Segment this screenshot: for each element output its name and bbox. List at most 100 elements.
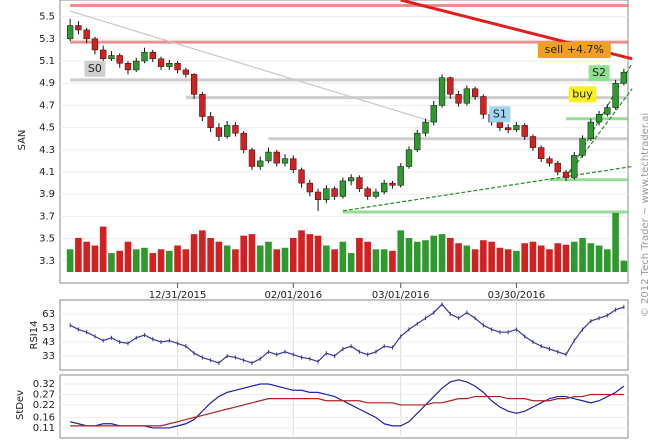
stdev-label: StDev bbox=[15, 390, 26, 420]
candle-body bbox=[612, 82, 619, 108]
candle-body bbox=[91, 38, 99, 51]
volume-bar bbox=[364, 241, 371, 272]
candle-body bbox=[199, 94, 206, 117]
volume-bar bbox=[380, 249, 388, 272]
candle-body bbox=[480, 96, 487, 115]
candle-body bbox=[66, 25, 74, 40]
rsi-frame bbox=[59, 299, 629, 371]
candle-body bbox=[133, 60, 140, 71]
annotation-box bbox=[588, 65, 610, 82]
candle-body bbox=[124, 63, 132, 71]
y-tick-label: 3.7 bbox=[39, 211, 55, 222]
candle-body bbox=[438, 77, 446, 106]
volume-bar bbox=[298, 230, 305, 272]
volume-bar bbox=[562, 244, 570, 272]
volume-bar bbox=[75, 237, 82, 272]
candle-body bbox=[521, 125, 528, 137]
y-tick-label: 53 bbox=[42, 323, 55, 334]
y-tick-label: 63 bbox=[42, 309, 55, 320]
candle-body bbox=[405, 149, 413, 167]
candle-body bbox=[546, 158, 553, 164]
candle-body bbox=[562, 171, 570, 178]
candle-body bbox=[108, 55, 115, 60]
volume-bar bbox=[463, 245, 471, 272]
candle-body bbox=[604, 107, 611, 115]
annotation-label: sell +4.7% bbox=[545, 43, 604, 56]
candle-body bbox=[372, 191, 380, 197]
candle-body bbox=[240, 132, 247, 151]
candle-body bbox=[447, 77, 454, 95]
annotation-box bbox=[489, 106, 511, 123]
y-tick-label: 0.16 bbox=[33, 412, 55, 423]
candle-body bbox=[281, 158, 289, 164]
volume-bar bbox=[273, 249, 281, 272]
rsi-label: RSI14 bbox=[29, 321, 40, 350]
candle-body bbox=[554, 162, 561, 173]
volume-bar bbox=[190, 234, 198, 272]
volume-bar bbox=[83, 241, 90, 272]
candle-body bbox=[182, 69, 189, 75]
volume-bar bbox=[347, 253, 355, 272]
candle-body bbox=[224, 125, 231, 137]
y-tick-label: 0.32 bbox=[33, 379, 55, 390]
stdev-line bbox=[70, 393, 624, 427]
volume-bar bbox=[570, 241, 578, 272]
volume-bar bbox=[356, 237, 363, 272]
y-tick-label: 0.27 bbox=[33, 389, 55, 400]
y-tick-label: 3.5 bbox=[39, 234, 55, 245]
stdev-line bbox=[69, 379, 625, 429]
candle-body bbox=[83, 29, 90, 40]
annotation-label: S1 bbox=[493, 107, 507, 120]
trend-line bbox=[69, 10, 434, 123]
volume-bar bbox=[108, 253, 115, 272]
candle-body bbox=[290, 158, 297, 171]
y-tick-label: 43 bbox=[42, 337, 55, 348]
volume-bar bbox=[389, 250, 396, 272]
volume-bar bbox=[595, 245, 603, 272]
candle-body bbox=[331, 188, 338, 197]
y-tick-label: 4.5 bbox=[39, 123, 55, 134]
candle-body bbox=[149, 51, 156, 60]
volume-bar bbox=[604, 249, 611, 272]
y-tick-label: 5.3 bbox=[39, 34, 55, 45]
volume-bar bbox=[182, 249, 190, 272]
stdev-frame bbox=[59, 374, 629, 439]
volume-bar bbox=[199, 230, 206, 272]
volume-bar bbox=[99, 226, 107, 272]
candle-body bbox=[190, 74, 198, 95]
annotation-box bbox=[568, 86, 597, 103]
volume-bar bbox=[314, 235, 322, 272]
candle-body bbox=[157, 58, 165, 67]
volume-bar bbox=[256, 245, 264, 272]
volume-bar bbox=[240, 235, 247, 272]
candle-body bbox=[248, 149, 256, 167]
x-tick-label: 03/01/2016 bbox=[372, 290, 430, 301]
candle-body bbox=[265, 151, 272, 162]
candle-body bbox=[587, 121, 594, 139]
y-tick-label: 3.3 bbox=[39, 256, 55, 267]
candle-body bbox=[389, 182, 396, 186]
candle-body bbox=[571, 155, 578, 178]
candle-body bbox=[496, 121, 504, 128]
volume-bar bbox=[612, 212, 619, 272]
annotation-box bbox=[537, 41, 611, 58]
volume-bar bbox=[554, 243, 562, 272]
volume-bar bbox=[281, 247, 289, 272]
x-tick-label: 12/31/2015 bbox=[149, 290, 207, 301]
candle-body bbox=[257, 160, 264, 167]
volume-bar bbox=[91, 245, 99, 272]
candle-body bbox=[207, 116, 214, 128]
candle-body bbox=[455, 94, 462, 104]
candle-body bbox=[347, 177, 355, 182]
annotation-label: S2 bbox=[592, 66, 606, 79]
volume-bar bbox=[306, 234, 314, 272]
candle-body bbox=[141, 51, 148, 62]
volume-bar bbox=[232, 249, 239, 272]
candle-body bbox=[273, 151, 280, 164]
volume-bar bbox=[496, 247, 504, 272]
volume-bar bbox=[265, 241, 272, 272]
volume-bar bbox=[223, 245, 231, 272]
candle-body bbox=[463, 88, 470, 104]
candle-body bbox=[538, 147, 545, 159]
price-frame bbox=[59, 0, 629, 284]
